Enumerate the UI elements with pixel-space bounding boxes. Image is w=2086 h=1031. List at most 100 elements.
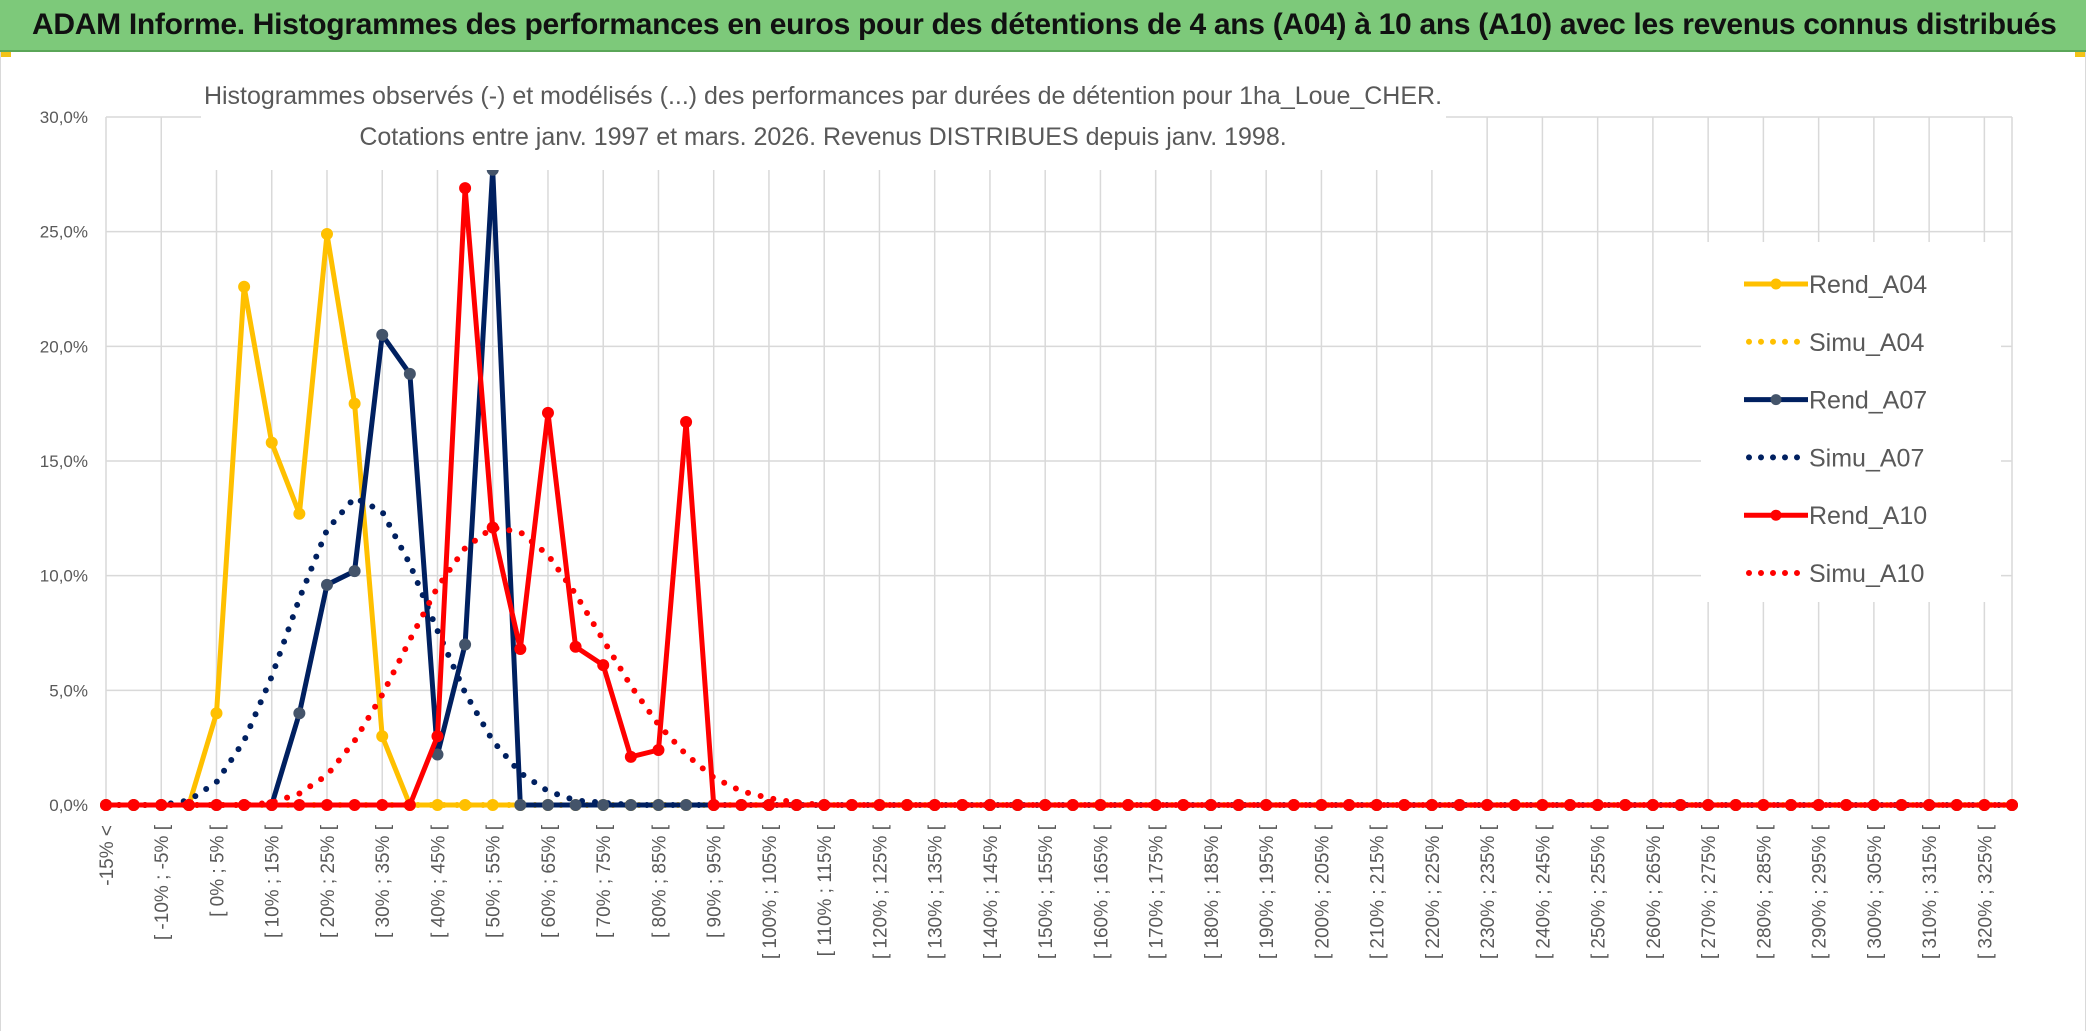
data-point	[1536, 799, 1549, 811]
data-point	[1785, 799, 1798, 811]
data-point	[1867, 799, 1880, 811]
data-point	[652, 743, 665, 756]
x-tick-label: [ 280% ; 285% [	[1754, 824, 1775, 959]
legend-marker	[1770, 394, 1782, 406]
data-point	[376, 799, 389, 811]
data-point	[1591, 799, 1604, 811]
data-point	[2006, 799, 2018, 811]
legend-label: Rend_A04	[1809, 271, 1927, 299]
data-point	[1425, 799, 1438, 811]
legend-item: Simu_A07	[1746, 444, 1924, 472]
legend-marker	[1770, 509, 1782, 521]
data-point	[762, 799, 775, 811]
data-point	[1204, 799, 1217, 811]
x-tick-label: [ 250% ; 255% [	[1589, 824, 1610, 959]
data-point	[459, 799, 472, 811]
data-point	[320, 227, 333, 240]
data-point	[1232, 799, 1245, 811]
legend-label: Rend_A10	[1809, 502, 1927, 530]
chart-title-line-2: Cotations entre janv. 1997 et mars. 2026…	[359, 123, 1286, 151]
data-point	[818, 799, 831, 811]
x-tick-label: [ 180% ; 185% [	[1202, 824, 1223, 959]
data-point	[707, 799, 720, 811]
data-point	[265, 799, 278, 811]
data-point	[956, 799, 969, 811]
data-point	[1315, 799, 1328, 811]
data-point	[486, 799, 499, 811]
x-tick-label: [ 40% ; 45% [	[428, 824, 449, 938]
series-rend_a10	[100, 182, 2018, 811]
data-point	[1287, 799, 1300, 811]
data-point	[1508, 799, 1521, 811]
data-point	[652, 799, 665, 811]
x-tick-label: [ 290% ; 295% [	[1810, 824, 1831, 959]
data-point	[293, 707, 306, 720]
data-point	[1039, 799, 1052, 811]
data-point	[459, 182, 472, 195]
x-tick-label: [ 70% ; 75% [	[594, 824, 615, 938]
legend-label: Simu_A04	[1809, 329, 1924, 357]
data-point	[597, 659, 610, 672]
data-point	[569, 799, 582, 811]
data-point	[541, 406, 554, 419]
data-point	[431, 730, 444, 743]
data-point	[376, 328, 389, 341]
x-tick-label: [ 190% ; 195% [	[1257, 824, 1278, 959]
x-tick-label: [ 90% ; 95% [	[705, 824, 726, 938]
data-point	[182, 799, 195, 811]
data-point	[127, 799, 140, 811]
y-tick-label: 25,0%	[40, 223, 88, 242]
data-point	[431, 799, 444, 811]
x-tick-label: [ 270% ; 275% [	[1699, 824, 1720, 959]
x-tick-label: [ 210% ; 215% [	[1368, 824, 1389, 959]
x-tick-label: [ 30% ; 35% [	[373, 824, 394, 938]
data-point	[597, 799, 610, 811]
x-tick-label: [ 20% ; 25% [	[318, 824, 339, 938]
x-tick-label: [ -10% ; -5% [	[152, 824, 173, 940]
data-point	[1619, 799, 1632, 811]
x-tick-label: [ 160% ; 165% [	[1091, 824, 1112, 959]
data-point	[928, 799, 941, 811]
data-point	[1812, 799, 1825, 811]
data-point	[569, 640, 582, 653]
chart-area: 0,0% 5,0% 10,0% 15,0% 20,0% 25,0% 30,0% -15% <…	[0, 52, 2086, 1031]
legend-item: Simu_A04	[1746, 329, 1924, 357]
data-point	[1343, 799, 1356, 811]
series-group	[100, 163, 2018, 811]
data-point	[486, 521, 499, 534]
x-tick-label: -15% <	[97, 825, 118, 886]
data-point	[1646, 799, 1659, 811]
chart-title: Histogrammes observés (-) et modélisés (…	[201, 70, 1446, 170]
data-point	[873, 799, 886, 811]
legend-item: Simu_A10	[1746, 560, 1924, 588]
data-point	[1950, 799, 1963, 811]
data-point	[735, 799, 748, 811]
x-tick-label: [ 230% ; 235% [	[1478, 824, 1499, 959]
y-tick-label: 30,0%	[40, 108, 88, 127]
data-point	[1702, 799, 1715, 811]
data-point	[624, 799, 637, 811]
data-point	[1149, 799, 1162, 811]
x-tick-label: [ 220% ; 225% [	[1423, 824, 1444, 959]
data-point	[238, 280, 251, 293]
data-point	[1011, 799, 1024, 811]
x-tick-label: [ 100% ; 105% [	[760, 824, 781, 959]
x-tick-label: [ 130% ; 135% [	[926, 824, 947, 959]
x-tick-label: [ 300% ; 305% [	[1865, 824, 1886, 959]
x-tick-label: [ 260% ; 265% [	[1644, 824, 1665, 959]
data-point	[901, 799, 914, 811]
data-point	[100, 799, 112, 811]
legend-marker	[1770, 278, 1782, 290]
data-point	[403, 799, 416, 811]
x-tick-label: [ 110% ; 115% [	[815, 824, 836, 956]
x-tick-label: [ 150% ; 155% [	[1036, 824, 1057, 959]
data-point	[1370, 799, 1383, 811]
x-tick-label: [ 0% ; 5% [	[207, 824, 228, 917]
data-point	[1895, 799, 1908, 811]
corner-marker	[1, 52, 11, 57]
data-point	[1122, 799, 1135, 811]
data-point	[514, 643, 527, 656]
data-point	[459, 638, 472, 651]
x-axis-ticks: -15% < [ -10% ; -5% [[ 0% ; 5% [[ 10% ; 1…	[97, 824, 1996, 959]
grid	[105, 116, 2013, 806]
